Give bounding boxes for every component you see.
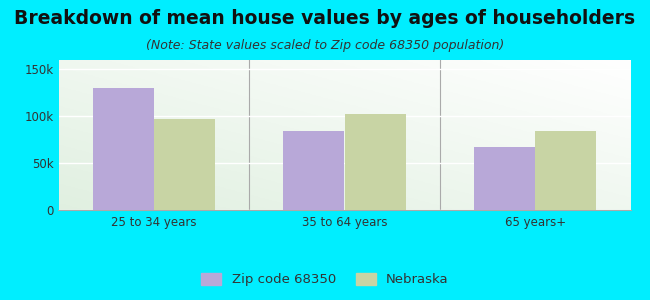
- Text: Breakdown of mean house values by ages of householders: Breakdown of mean house values by ages o…: [14, 9, 636, 28]
- Bar: [474, 147, 535, 210]
- Legend: Zip code 68350, Nebraska: Zip code 68350, Nebraska: [198, 269, 452, 290]
- Text: (Note: State values scaled to Zip code 68350 population): (Note: State values scaled to Zip code 6…: [146, 39, 504, 52]
- Bar: [154, 119, 215, 210]
- Bar: [535, 131, 596, 210]
- Bar: [283, 131, 344, 210]
- Bar: [93, 88, 154, 210]
- Bar: [344, 114, 406, 210]
